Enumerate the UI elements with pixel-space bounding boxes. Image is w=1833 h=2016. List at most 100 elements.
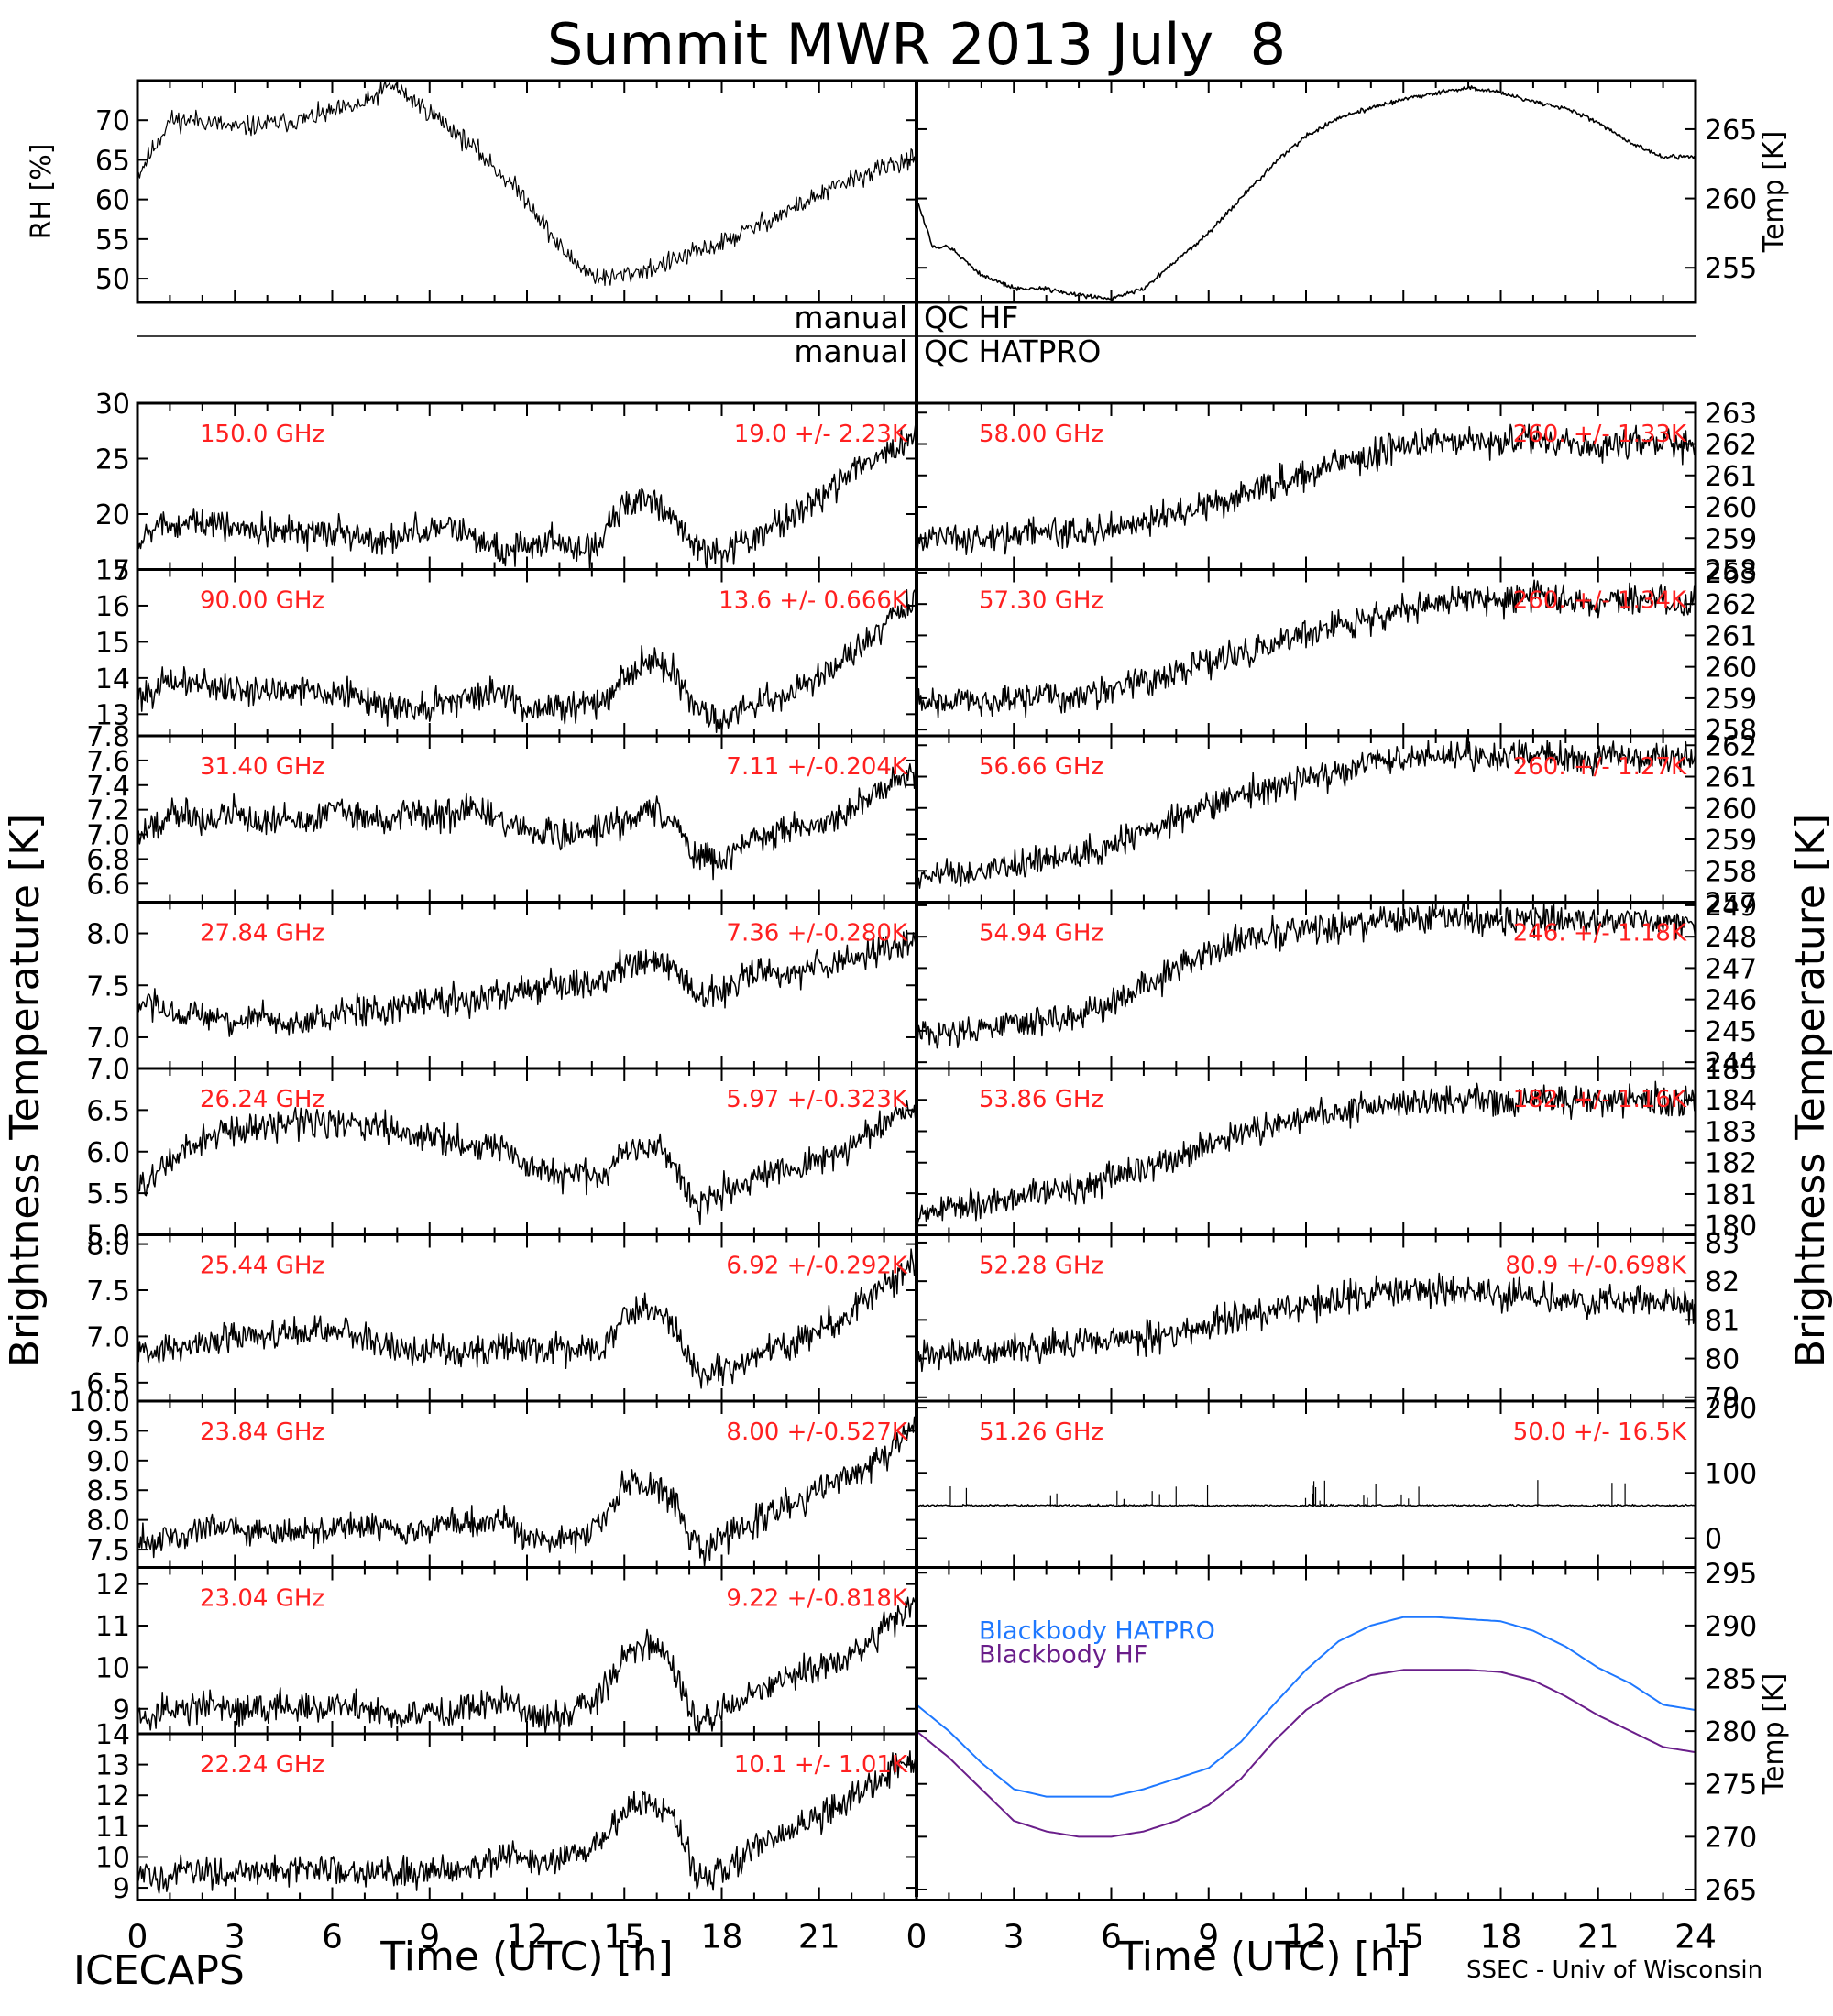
channel-frequency-label: 90.00 GHz xyxy=(200,587,324,615)
y-tick-label: 7.0 xyxy=(86,820,130,852)
x-tick-label-right: 21 xyxy=(1577,1919,1619,1956)
y-tick-label: 265 xyxy=(1705,115,1757,147)
y-tick-label: 10 xyxy=(95,1652,130,1684)
y-tick-label: 9.5 xyxy=(86,1416,130,1448)
y-tick-label: 7.6 xyxy=(86,746,130,778)
y-tick-label: 260 xyxy=(1705,492,1757,524)
y-tick-label: 7.5 xyxy=(86,970,130,1003)
series-line-ch12-0 xyxy=(916,736,1696,889)
y-tick-label: 295 xyxy=(1705,1558,1757,1590)
y-tick-label: 262 xyxy=(1705,430,1757,462)
legend-blackbody-hf: Blackbody HF xyxy=(979,1641,1147,1670)
x-tick-label-right: 0 xyxy=(906,1919,927,1956)
y-tick-label: 7.2 xyxy=(86,795,130,827)
y-tick-label: 9 xyxy=(113,1694,130,1726)
y-tick-label: 246 xyxy=(1705,985,1757,1017)
y-tick-label: 249 xyxy=(1705,891,1757,923)
y-tick-label: 5.0 xyxy=(86,1221,130,1253)
data-ch15 xyxy=(916,1272,1696,1373)
y-tick-label: 257 xyxy=(1705,888,1757,920)
channel-frequency-label: 27.84 GHz xyxy=(200,920,324,948)
y-tick-label: 15 xyxy=(95,555,130,587)
panel-ch4: 7.0 7.5 8.0 27.84 GHz 7.36 +/-0.280K xyxy=(86,901,918,1070)
channel-stat-label: 80.9 +/-0.698K xyxy=(1505,1253,1687,1280)
y-tick-label: 181 xyxy=(1705,1179,1757,1211)
panel-ch1: 15 20 25 30 150.0 GHz 19.0 +/- 2.23K xyxy=(95,389,918,587)
series-line-ch13-0 xyxy=(916,902,1696,1049)
series-line-ch15-0 xyxy=(916,1272,1696,1373)
y-tick-label: 7.0 xyxy=(86,1023,130,1055)
data-ch2 xyxy=(137,588,916,734)
channel-stat-label: 6.92 +/-0.292K xyxy=(726,1253,908,1280)
footer-left: ICECAPS xyxy=(73,1947,245,1994)
y-tick-label: 81 xyxy=(1705,1305,1740,1337)
data-ch10 xyxy=(916,423,1696,556)
y-axis-label: Temp [K] xyxy=(1758,131,1790,254)
y-tick-label: 7.4 xyxy=(86,771,130,803)
channel-frequency-label: 23.04 GHz xyxy=(200,1585,324,1613)
channel-stat-label: 260. +/- 1.33K xyxy=(1513,421,1687,448)
y-tick-label: 12 xyxy=(95,1780,130,1813)
channel-stat-label: 8.00 +/-0.527K xyxy=(726,1419,908,1446)
x-tick-label-right: 6 xyxy=(1101,1919,1122,1956)
y-tick-label: 82 xyxy=(1705,1266,1740,1298)
data-ch3 xyxy=(137,763,916,881)
x-tick-label-left: 3 xyxy=(225,1919,246,1956)
channel-frequency-label: 52.28 GHz xyxy=(979,1253,1103,1280)
channel-stat-label: 5.97 +/-0.323K xyxy=(726,1086,908,1113)
panel-ch3: 6.66.87.07.27.47.67.8 31.40 GHz 7.11 +/-0.… xyxy=(86,721,918,904)
y-tick-label: 260 xyxy=(1705,652,1757,685)
series-line-blackbody-1 xyxy=(916,1669,1696,1838)
y-tick-label: 83 xyxy=(1705,1228,1740,1260)
y-axis-label: RH [%] xyxy=(26,144,58,240)
x-tick-label-right: 24 xyxy=(1674,1919,1717,1956)
panel-ch16: 0 100 200 51.26 GHz 50.0 +/- 16.5K xyxy=(915,1393,1757,1569)
y-tick-label: 259 xyxy=(1705,825,1757,857)
chart-title: Summit MWR 2013 July 8 xyxy=(547,11,1286,78)
y-tick-label: 248 xyxy=(1705,922,1757,954)
y-tick-label: 258 xyxy=(1705,715,1757,747)
x-tick-label-right: 3 xyxy=(1004,1919,1025,1956)
x-tick-label-left: 0 xyxy=(127,1919,148,1956)
panel-ch8: 9 10 11 12 23.04 GHz 9.22 +/-0.818K xyxy=(95,1566,918,1736)
channel-stat-label: 260. +/- 1.27K xyxy=(1513,753,1687,781)
y-tick-label: 185 xyxy=(1705,1054,1757,1086)
y-tick-label: 263 xyxy=(1705,558,1757,590)
qc-manual-2: manual xyxy=(794,334,907,369)
series-line-ch10-0 xyxy=(916,423,1696,556)
y-tick-label: 285 xyxy=(1705,1664,1757,1696)
y-tick-label: 275 xyxy=(1705,1769,1757,1802)
y-tick-label: 65 xyxy=(95,145,130,177)
y-tick-label: 14 xyxy=(95,663,130,696)
y-tick-label: 265 xyxy=(1705,1875,1757,1907)
channel-stat-label: 182. +/- 1.16K xyxy=(1513,1086,1687,1113)
series-line-ch8-0 xyxy=(137,1596,916,1734)
channel-frequency-label: 57.30 GHz xyxy=(979,587,1103,615)
series-line-ch14-0 xyxy=(916,1080,1696,1225)
channel-stat-label: 50.0 +/- 16.5K xyxy=(1513,1419,1687,1446)
y-tick-label: 17 xyxy=(95,555,130,587)
y-tick-label: 245 xyxy=(1705,1016,1757,1048)
data-ch6 xyxy=(137,1248,916,1389)
y-tick-label: 255 xyxy=(1705,253,1757,285)
data-ch13 xyxy=(916,902,1696,1049)
qc-label-hf: QC HF xyxy=(924,300,1018,335)
y-tick-label: 7.8 xyxy=(86,721,130,753)
y-axis-label: Temp [K] xyxy=(1758,1673,1790,1796)
x-tick-label-right: 12 xyxy=(1285,1919,1327,1956)
y-tick-label: 25 xyxy=(95,444,130,477)
series-line-ch9-0 xyxy=(137,1750,916,1894)
xlabel-right: Time (UTC) [h] xyxy=(1117,1934,1410,1980)
data-temp xyxy=(916,85,1696,301)
series-line-ch1-0 xyxy=(137,422,916,570)
y-tick-label: 8.0 xyxy=(86,1230,130,1262)
data-ch8 xyxy=(137,1596,916,1734)
x-tick-label-left: 18 xyxy=(701,1919,743,1956)
y-tick-label: 16 xyxy=(95,591,130,623)
